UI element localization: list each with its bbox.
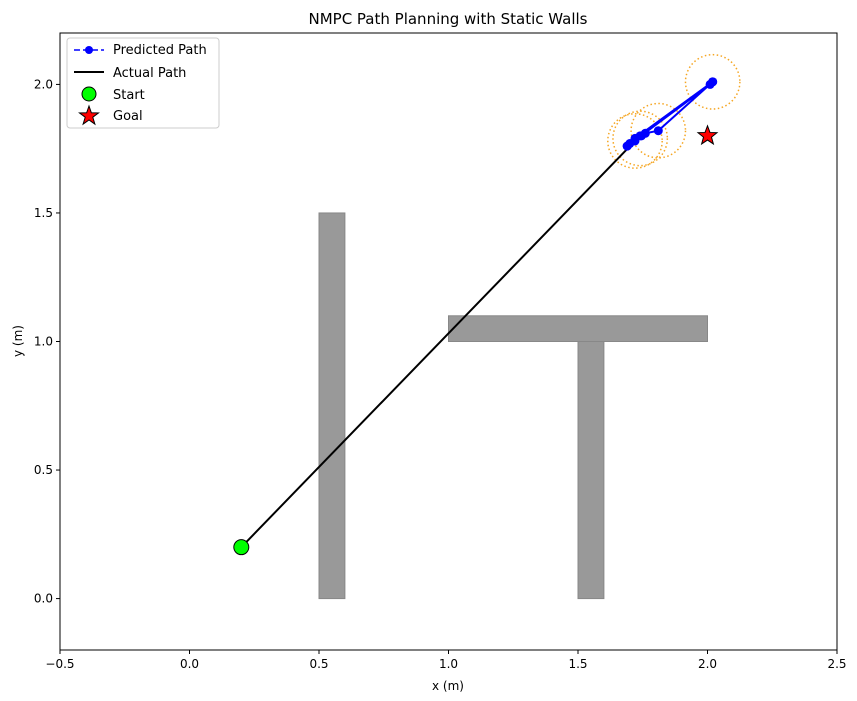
x-tick-label: 1.5 <box>568 657 587 671</box>
x-tick-label: 2.0 <box>698 657 717 671</box>
legend-start-marker <box>81 86 97 102</box>
x-tick-label: 1.0 <box>439 657 458 671</box>
obstacle-circle-2 <box>612 110 669 167</box>
legend: Predicted Path Actual Path Start Goal <box>66 37 220 129</box>
start-marker <box>233 539 250 556</box>
wall-0 <box>318 212 346 600</box>
obstacle-circle-1 <box>630 102 687 159</box>
legend-goal-marker <box>78 104 100 126</box>
wall-2 <box>577 341 605 600</box>
legend-start-label: Start <box>113 88 145 103</box>
predicted-path-point <box>625 139 635 149</box>
y-tick-label: 2.0 <box>34 77 53 91</box>
obstacle-circle-3 <box>607 113 663 169</box>
x-axis-label: x (m) <box>432 679 464 693</box>
y-tick-label: 1.0 <box>34 335 53 349</box>
obstacle-circle-0 <box>684 53 741 110</box>
y-tick-label: 0.5 <box>34 463 53 477</box>
x-tick-label: 2.5 <box>827 657 846 671</box>
x-tick-label: 0.0 <box>180 657 199 671</box>
legend-actual-label: Actual Path <box>113 66 186 81</box>
predicted-path-point <box>635 131 645 141</box>
y-tick-label: 0.0 <box>34 592 53 606</box>
legend-predicted-marker <box>85 46 93 54</box>
goal-marker <box>696 124 719 146</box>
legend-goal-label: Goal <box>113 109 143 124</box>
actual-path-line <box>240 140 636 548</box>
y-tick-label: 1.5 <box>34 206 53 220</box>
axes: −0.5 0.0 0.5 1.0 1.5 2.0 2.5 0.0 0.5 1.0 1.5 2.0 <box>34 32 847 671</box>
x-tick-label: 0.5 <box>309 657 328 671</box>
predicted-path-point <box>653 126 663 136</box>
x-tick-label: −0.5 <box>45 657 74 671</box>
plot-area <box>233 53 741 600</box>
legend-box <box>66 37 220 129</box>
y-axis-label: y (m) <box>11 325 25 357</box>
predicted-path-point <box>708 77 718 87</box>
chart-title: NMPC Path Planning with Static Walls <box>308 10 587 28</box>
wall-1 <box>448 315 708 342</box>
legend-predicted-label: Predicted Path <box>113 43 207 58</box>
